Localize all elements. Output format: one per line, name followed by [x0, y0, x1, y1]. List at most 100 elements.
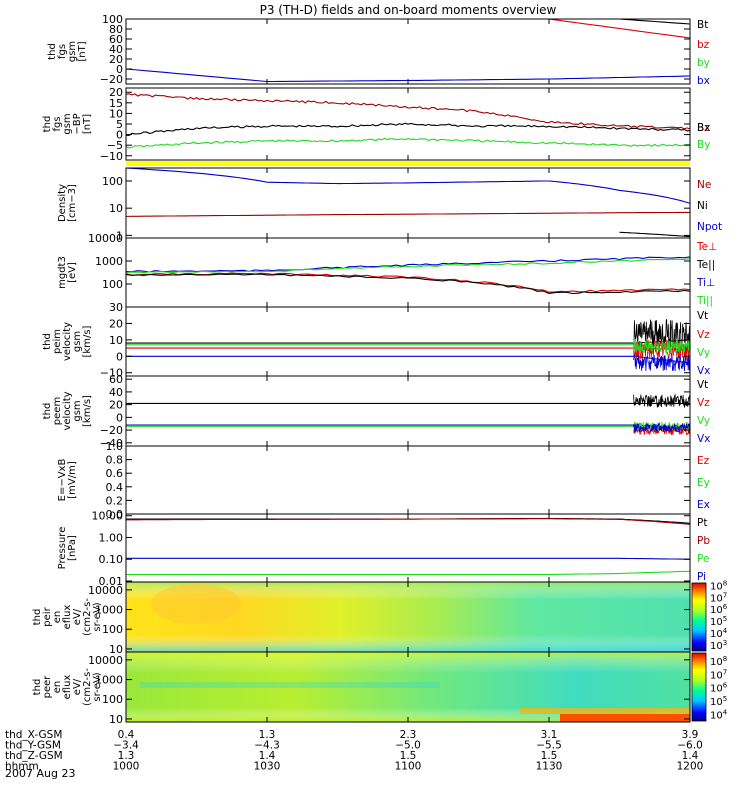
peir_eflux-ylabel: sr-eV)	[92, 602, 103, 631]
fgs_gsm-ytick-label: 40	[109, 43, 123, 56]
peer_eflux-ytick-label: 10000	[88, 654, 123, 667]
xaxis-value: −5.5	[536, 740, 562, 752]
legend-temperature-1: Te||	[696, 259, 715, 271]
fgs_gsm_bp-ytick-label: 15	[109, 97, 123, 110]
pressure-ytick-label: 0.10	[99, 553, 124, 566]
fgs_gsm-frame	[125, 18, 691, 85]
legend-peim_velocity-0: Vt	[697, 310, 708, 322]
legend-e_field-1: Ey	[697, 477, 710, 489]
temperature-series-ti	[126, 258, 690, 274]
legend-fgs_gsm_bp-0: Bz	[697, 122, 710, 134]
fgs_gsm-ylabel: fgs	[57, 44, 68, 59]
peim_velocity-ylabel: peim	[52, 329, 63, 354]
temperature-plot-area	[126, 256, 690, 295]
peim_velocity-ytick-label: 10	[109, 334, 123, 347]
xaxis-value: −4.3	[254, 740, 280, 752]
temperature-series-te	[126, 273, 690, 295]
pressure-ytick-label: 1.00	[99, 531, 124, 544]
panel-e_field: Ez Ey Ex 1.00.80.60.40.20.0 E=−VxB [mV/m]	[57, 440, 710, 521]
fgs_gsm_bp-ytick-label: 20	[109, 86, 123, 99]
e_field-frame	[125, 445, 691, 515]
fgs_gsm_bp-series-bx	[126, 122, 690, 136]
peim_velocity-burst-vy	[633, 338, 690, 354]
peem_velocity-plot-area	[126, 393, 690, 436]
legend-peem_velocity-3: Vx	[697, 433, 710, 445]
legend-e_field-0: Ez	[697, 455, 710, 467]
peer_eflux-hotband	[560, 714, 690, 722]
fgs_gsm_bp-ytick-label: 0	[116, 129, 123, 142]
temperature-ytick-label: 10000	[88, 232, 123, 245]
legend-fgs_gsm-2: by	[697, 57, 710, 69]
peem_velocity-burst-vx	[633, 423, 690, 434]
peir_eflux-ytick-label: 100	[102, 623, 123, 636]
legend-pressure-2: Pe	[697, 553, 709, 565]
xaxis-value: 1000	[113, 761, 140, 773]
panel-temperature: Te⊥ Te|| Ti⊥ Ti|| 10000 1000 100 mgdt3 [eV]	[57, 232, 717, 308]
fgs_gsm-ytick-label: 0	[116, 63, 123, 76]
peim_velocity-series-vz	[126, 347, 690, 351]
density-plot-area	[126, 168, 690, 238]
xaxis-value: 3.1	[541, 729, 558, 741]
xaxis-value: 1130	[536, 761, 563, 773]
e_field-ylabel: E=−VxB	[57, 459, 68, 502]
legend-pressure-3: Pi	[697, 571, 706, 583]
fgs_gsm-ytick-label: 60	[109, 33, 123, 46]
peem_velocity-ylabel: velocity	[62, 391, 73, 430]
legend-temperature-0: Te⊥	[696, 241, 717, 253]
temperature-ytick-label: 100	[102, 278, 123, 291]
pressure-series-pi	[126, 557, 690, 560]
panel-density: Ne Ni Npot 100 10 1 Density [cm−3]	[57, 167, 722, 242]
peer_eflux-streak	[140, 682, 440, 688]
legend-fgs_gsm-3: bx	[697, 75, 710, 87]
peer_eflux-ylabel: peer	[42, 675, 53, 699]
peem_velocity-ylabel: thd	[42, 403, 53, 420]
peim_velocity-series-vt	[126, 339, 690, 344]
peim_velocity-burst-vt	[633, 319, 690, 349]
peer_eflux-ylabel: en	[52, 681, 63, 694]
fgs_gsm_bp-ylabel: [nT]	[82, 114, 93, 134]
chart-title: P3 (TH-D) fields and on-board moments ov…	[260, 3, 557, 17]
peer_eflux-ytick-label: 10	[109, 713, 123, 726]
xaxis-value: 1100	[395, 761, 422, 773]
peem_velocity-ylabel: peem	[52, 397, 63, 425]
x-axis-block: thd_X-GSM 0.4 1.3 2.3 3.1 3.9 thd_Y-GSM −3.4 −4.…	[5, 729, 703, 773]
peir_eflux-colorbar-label: 103	[710, 639, 727, 652]
pressure-ytick-label: 0.01	[99, 575, 124, 588]
peer_eflux-ytick-label: 100	[102, 693, 123, 706]
xaxis-row-label: hhmm	[5, 761, 39, 773]
legend-pressure-0: Pt	[697, 517, 707, 529]
e_field-ytick-label: 0.8	[106, 454, 124, 467]
peer_eflux-ytick-label: 1000	[95, 674, 123, 687]
fgs_gsm_bp-ytick-label: 10	[109, 107, 123, 120]
peer_eflux-plot-area	[126, 652, 690, 722]
density-ytick-label: 10	[109, 202, 123, 215]
e_field-ytick-label: 0.4	[106, 481, 124, 494]
fgs_gsm_bp-ylabel: thd	[42, 116, 53, 133]
xaxis-value: −3.4	[113, 740, 139, 752]
peir_eflux-plot-area	[126, 582, 690, 652]
peem_velocity-frame	[125, 375, 691, 447]
xaxis-row-label: thd_X-GSM	[5, 729, 62, 741]
peir_eflux-ytick-label: 10	[109, 643, 123, 656]
fgs_gsm_bp-plot-area	[126, 93, 690, 149]
xaxis-value: 2.3	[400, 729, 417, 741]
legend-peim_velocity-2: Vy	[697, 347, 710, 359]
density-ylabel: [cm−3]	[67, 184, 78, 222]
xaxis-value: 1.3	[118, 750, 135, 762]
peir_eflux-ytick-label: 10000	[88, 584, 123, 597]
peem_velocity-ytick-label: 60	[109, 373, 123, 386]
fgs_gsm_bp-ytick-label: −5	[107, 139, 123, 152]
peer_eflux-colorbar-label: 106	[710, 682, 728, 695]
fgs_gsm_bp-ytick-label: 5	[116, 118, 123, 131]
temperature-ylabel: mgdt3	[57, 256, 68, 289]
date-label: 2007 Aug 23	[5, 767, 75, 780]
peim_velocity-series-vy	[126, 344, 690, 347]
peer_eflux-ylabel: eflux	[62, 675, 73, 700]
e_field-ytick-label: 0.0	[106, 508, 124, 521]
temperature-ylabel: [eV]	[67, 262, 78, 283]
peer_eflux-ylabel: sr-eV)	[92, 672, 103, 701]
legend-temperature-2: Ti⊥	[696, 277, 715, 289]
